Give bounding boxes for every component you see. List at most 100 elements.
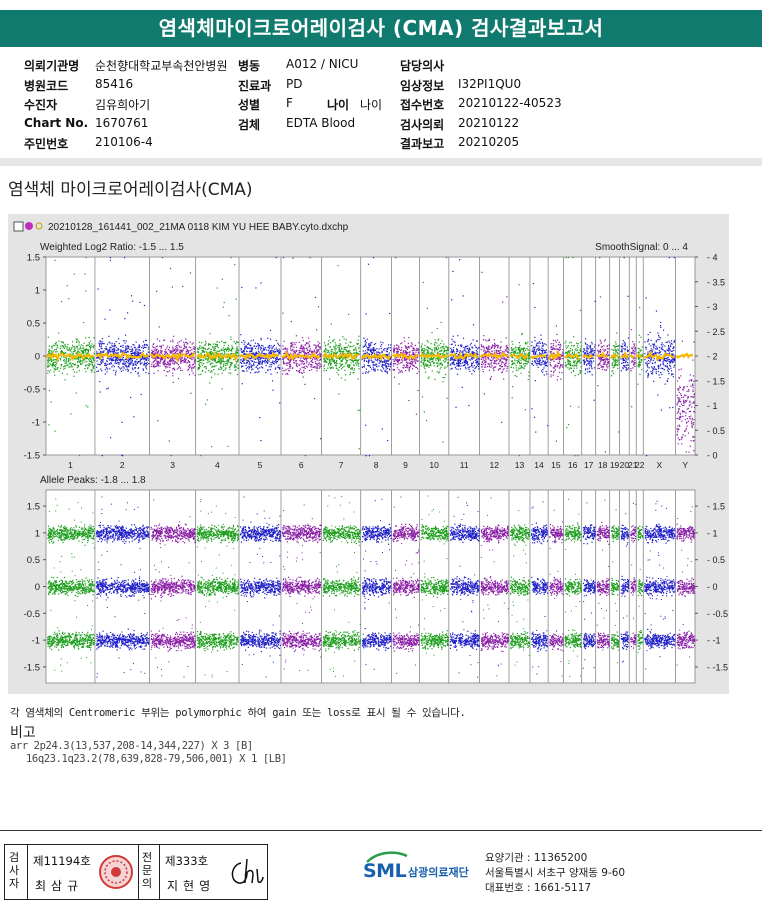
smooth-signal-line bbox=[239, 351, 280, 362]
data-point bbox=[437, 372, 440, 374]
data-point bbox=[534, 380, 536, 382]
data-point bbox=[112, 356, 115, 359]
data-point bbox=[88, 345, 91, 347]
data-point bbox=[375, 359, 377, 361]
data-point bbox=[212, 346, 214, 348]
data-point bbox=[76, 345, 78, 347]
data-point bbox=[341, 355, 343, 358]
data-point bbox=[124, 334, 127, 336]
data-point bbox=[114, 360, 117, 362]
data-point bbox=[48, 390, 50, 392]
data-point bbox=[250, 340, 252, 342]
data-point bbox=[237, 360, 239, 363]
data-point bbox=[314, 398, 316, 400]
data-point bbox=[159, 351, 162, 353]
data-point bbox=[477, 365, 480, 368]
data-point bbox=[193, 346, 195, 348]
data-point bbox=[284, 370, 286, 372]
data-point bbox=[406, 362, 409, 364]
data-point bbox=[197, 366, 199, 369]
data-point bbox=[461, 344, 463, 346]
data-point bbox=[353, 359, 356, 361]
data-point bbox=[550, 374, 552, 376]
data-point bbox=[210, 351, 212, 353]
data-point bbox=[221, 357, 223, 359]
data-point bbox=[190, 366, 192, 368]
data-point bbox=[426, 364, 428, 366]
data-point bbox=[472, 352, 474, 354]
data-point bbox=[90, 361, 92, 363]
data-point bbox=[111, 342, 113, 344]
data-point bbox=[293, 346, 295, 348]
data-point bbox=[120, 349, 122, 351]
data-point bbox=[323, 351, 325, 353]
data-point bbox=[420, 345, 423, 347]
data-point bbox=[162, 344, 164, 346]
data-point bbox=[209, 351, 211, 353]
data-point bbox=[475, 361, 477, 363]
data-point bbox=[284, 347, 286, 349]
data-point bbox=[264, 359, 267, 361]
data-point bbox=[552, 367, 554, 369]
data-point bbox=[249, 344, 252, 347]
data-point bbox=[99, 345, 101, 347]
data-point bbox=[334, 352, 336, 354]
data-point bbox=[562, 358, 564, 360]
data-point bbox=[428, 366, 430, 368]
data-point bbox=[451, 349, 453, 351]
data-point bbox=[285, 350, 287, 352]
data-point bbox=[75, 358, 77, 360]
data-point bbox=[404, 345, 406, 347]
data-point bbox=[54, 369, 57, 371]
data-point bbox=[334, 342, 336, 344]
data-point bbox=[436, 365, 438, 367]
data-point bbox=[74, 350, 76, 352]
data-point bbox=[379, 360, 381, 362]
data-point bbox=[98, 342, 100, 344]
data-point bbox=[401, 371, 403, 373]
data-point bbox=[127, 350, 129, 353]
data-point bbox=[358, 362, 360, 364]
data-point bbox=[332, 360, 334, 362]
data-point bbox=[125, 365, 127, 367]
data-point bbox=[431, 370, 433, 372]
data-point bbox=[135, 355, 137, 357]
data-point bbox=[428, 376, 430, 378]
data-point bbox=[131, 367, 134, 369]
data-point bbox=[387, 363, 389, 365]
data-point bbox=[72, 353, 74, 356]
data-point bbox=[329, 359, 331, 361]
data-point bbox=[114, 374, 117, 376]
data-point bbox=[61, 372, 64, 374]
data-point bbox=[344, 374, 347, 376]
data-point bbox=[476, 351, 479, 353]
data-point bbox=[206, 351, 208, 353]
data-point bbox=[326, 349, 328, 351]
data-point bbox=[97, 288, 99, 290]
data-point bbox=[363, 353, 365, 356]
data-point bbox=[560, 345, 562, 347]
data-point bbox=[562, 364, 564, 366]
data-point bbox=[158, 326, 160, 328]
data-point bbox=[258, 362, 260, 365]
data-point bbox=[105, 347, 107, 350]
data-point bbox=[454, 366, 456, 369]
data-point bbox=[451, 351, 454, 354]
data-point bbox=[130, 396, 132, 399]
data-point bbox=[160, 345, 162, 348]
data-point bbox=[244, 345, 246, 348]
data-point bbox=[414, 359, 416, 361]
data-point bbox=[166, 371, 168, 373]
data-point bbox=[411, 343, 413, 345]
data-point bbox=[160, 349, 162, 351]
data-point bbox=[261, 362, 263, 364]
data-point bbox=[511, 349, 513, 351]
data-point bbox=[393, 350, 395, 352]
data-point bbox=[203, 363, 205, 365]
data-point bbox=[82, 361, 84, 364]
data-point bbox=[365, 360, 368, 362]
data-point bbox=[89, 349, 91, 351]
data-point bbox=[364, 357, 366, 359]
data-point bbox=[316, 359, 318, 361]
data-point bbox=[147, 351, 149, 353]
